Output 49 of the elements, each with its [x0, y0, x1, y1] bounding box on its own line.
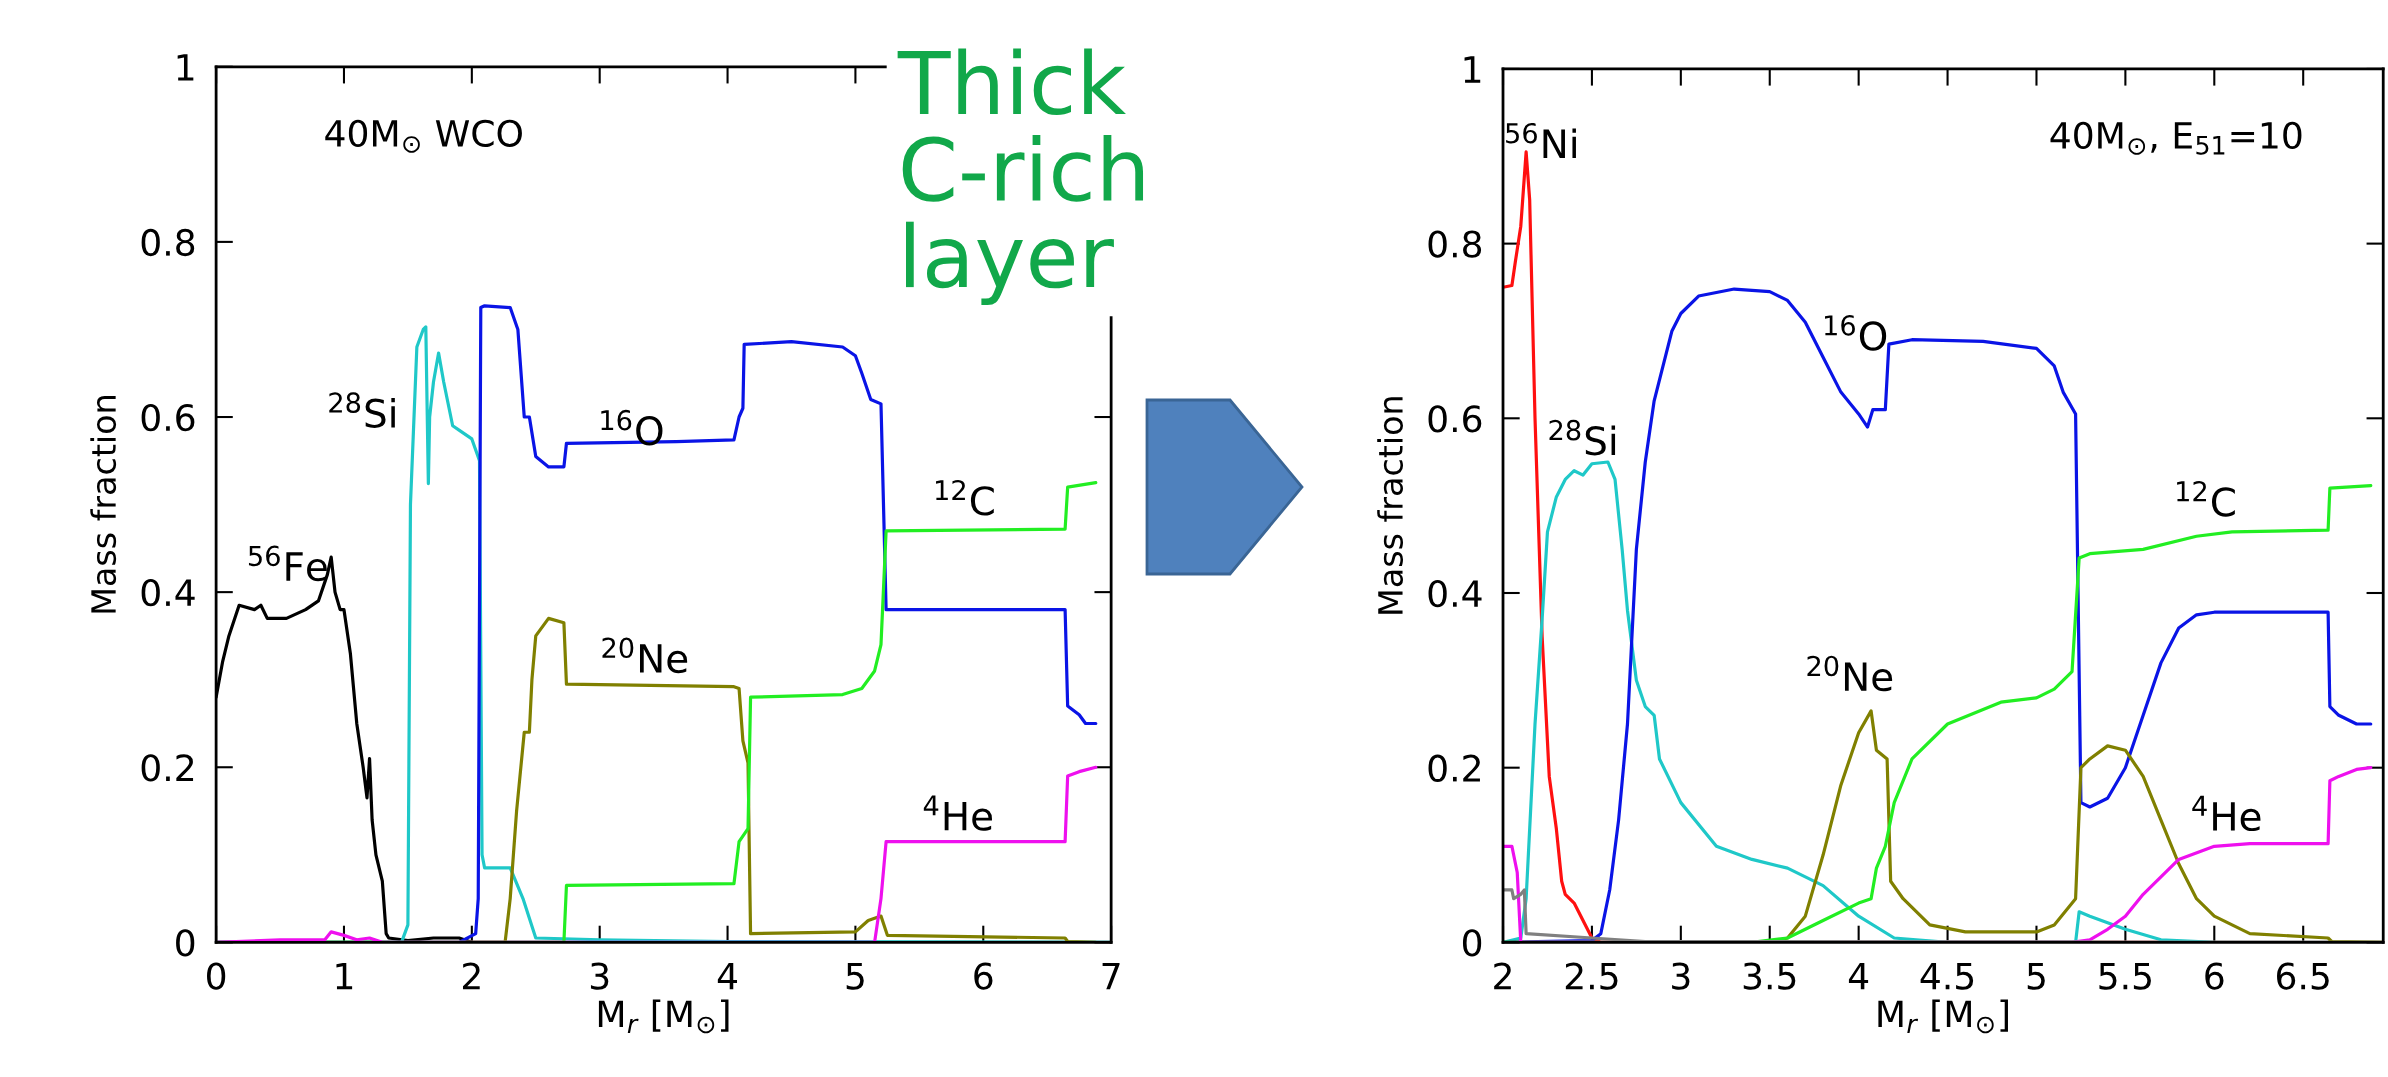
x-tick-label: 4	[717, 962, 738, 990]
annotation: $^{16}$O	[601, 409, 663, 446]
y-tick-label: 0	[176, 929, 195, 957]
x-tick-label: 4.5	[1920, 962, 1974, 990]
y-tick-label: 0.6	[1428, 405, 1482, 433]
y-tick-label: 0.2	[1428, 754, 1480, 782]
annotation: Thick C-rich layer	[897, 48, 1144, 306]
y-tick-label: 0.6	[141, 403, 195, 432]
annotation: $^{4}$He	[2192, 795, 2261, 832]
annotation: 40M$_{⊙}$ WCO	[325, 119, 522, 153]
x-tick-label: 6.5	[2277, 962, 2329, 990]
annotation: $^{28}$Si	[329, 392, 395, 428]
y-tick-label: 0.4	[141, 579, 195, 607]
y-tick-label: 0.2	[141, 754, 194, 782]
x-tick-label: 5.5	[2099, 962, 2151, 990]
x-tick-label: 3	[590, 962, 609, 990]
x-tick-label: 2.5	[1565, 962, 1618, 990]
x-tick-label: 6	[974, 962, 993, 990]
annotation: $^{20}$Ne	[1807, 655, 1893, 692]
annotation: $^{4}$He	[923, 795, 992, 831]
x-tick-label: 5	[2027, 962, 2045, 990]
y-axis-title: Mass fraction	[90, 396, 117, 613]
x-tick-label: 7	[1102, 962, 1120, 990]
x-tick-label: 3.5	[1743, 962, 1796, 990]
y-axis-title: Mass fraction	[1377, 397, 1404, 614]
x-axis-title: M$_{r}$ [M$_{⊙}$]	[598, 999, 729, 1034]
x-tick-label: 6	[2205, 962, 2224, 990]
annotation: $^{16}$O	[1825, 315, 1887, 351]
annotation: $^{28}$Si	[1549, 419, 1616, 456]
annotation: $^{12}$C	[2177, 480, 2235, 517]
y-tick-label: 1	[1464, 56, 1481, 83]
annotation: $^{12}$C	[936, 479, 994, 516]
annotation: $^{56}$Fe	[248, 545, 327, 582]
x-tick-label: 2	[1494, 962, 1511, 990]
annotation: $^{56}$Ni	[1506, 122, 1576, 158]
x-tick-label: 1	[336, 962, 353, 990]
y-tick-label: 0.4	[1428, 579, 1482, 608]
y-tick-label: 0	[1462, 929, 1482, 957]
x-tick-label: 4	[1848, 962, 1869, 990]
annotation: 40M$_{⊙}$, E$_{51}$=10	[2050, 121, 2302, 155]
annotation: $^{20}$Ne	[602, 637, 688, 674]
x-tick-label: 3	[1672, 962, 1690, 990]
y-tick-label: 1	[177, 54, 194, 81]
x-tick-label: 0	[207, 962, 226, 990]
y-tick-label: 0.8	[141, 228, 195, 257]
x-tick-label: 5	[846, 962, 864, 990]
x-axis-title: M$_{r}$ [M$_{⊙}$]	[1878, 999, 2008, 1034]
x-tick-label: 2	[462, 962, 480, 990]
y-tick-label: 0.8	[1428, 230, 1482, 258]
